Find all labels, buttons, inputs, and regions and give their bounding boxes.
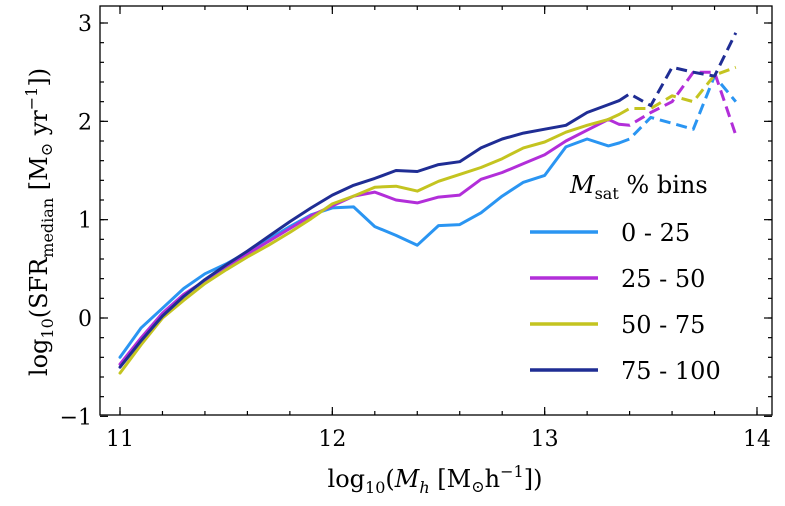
legend-label-2: 25 - 50 — [621, 265, 705, 293]
y-tick-label: 3 — [78, 12, 92, 37]
y-label-sup: −1 — [22, 87, 41, 111]
plot-frame — [99, 5, 773, 416]
legend-label-1: 0 - 25 — [621, 219, 690, 247]
legend-label-4: 75 - 100 — [621, 357, 721, 385]
y-label-sfr-sub: median — [38, 198, 57, 258]
y-tick-label: −1 — [60, 405, 92, 430]
x-label-sun: ⊙ — [471, 477, 484, 496]
series-line-3 — [118, 113, 621, 375]
x-label-var-sub: h — [419, 478, 429, 497]
x-label-close: ]) — [524, 465, 543, 493]
legend: Msat % bins 0 - 25 25 - 50 50 - 75 75 - 100 — [530, 171, 721, 385]
x-label-unit-open: [M — [430, 465, 472, 493]
x-tick-label: 14 — [743, 427, 771, 452]
series-dashed-line-4 — [618, 32, 738, 108]
y-label-pre: log — [25, 339, 53, 377]
y-label-close: ]) — [25, 68, 53, 87]
legend-title-sub: sat — [595, 184, 620, 203]
y-axis-label: log10(SFRmedian [M⊙ yr−1]) — [22, 68, 57, 376]
series-line-2 — [118, 117, 621, 366]
y-label-sfr: (SFR — [25, 257, 53, 318]
x-axis-label: log10(Mh [M⊙h−1]) — [328, 462, 543, 497]
series-layer — [118, 32, 738, 375]
y-tick-label: 1 — [78, 209, 92, 234]
x-label-sup: −1 — [500, 462, 524, 481]
series-dashed-line-3 — [618, 65, 737, 116]
y-tick-label: 2 — [78, 110, 92, 135]
y-label-sun: ⊙ — [37, 143, 56, 156]
y-label-sub: 10 — [38, 318, 57, 338]
x-tick-label: 13 — [531, 427, 559, 452]
x-label-var: M — [394, 465, 421, 493]
legend-title-rest: % bins — [619, 171, 708, 199]
x-tick-label: 12 — [318, 427, 346, 452]
y-tick-label: 0 — [78, 307, 92, 332]
legend-items: 0 - 25 25 - 50 50 - 75 75 - 100 — [530, 219, 721, 385]
y-label-unit: yr — [25, 110, 53, 143]
legend-label-3: 50 - 75 — [621, 311, 705, 339]
x-label-pre: log — [328, 465, 366, 493]
legend-title: Msat % bins — [569, 171, 708, 203]
x-tick-label: 11 — [106, 427, 134, 452]
x-label-unit: h — [485, 465, 500, 493]
series-line-4 — [118, 99, 621, 369]
x-label-sub: 10 — [365, 478, 385, 497]
legend-title-var: M — [569, 171, 596, 199]
x-label-paren: ( — [385, 465, 394, 493]
y-label-unit-open: [M — [25, 156, 53, 198]
series-dashed-line-2 — [618, 70, 738, 136]
series-line-1 — [118, 137, 621, 359]
